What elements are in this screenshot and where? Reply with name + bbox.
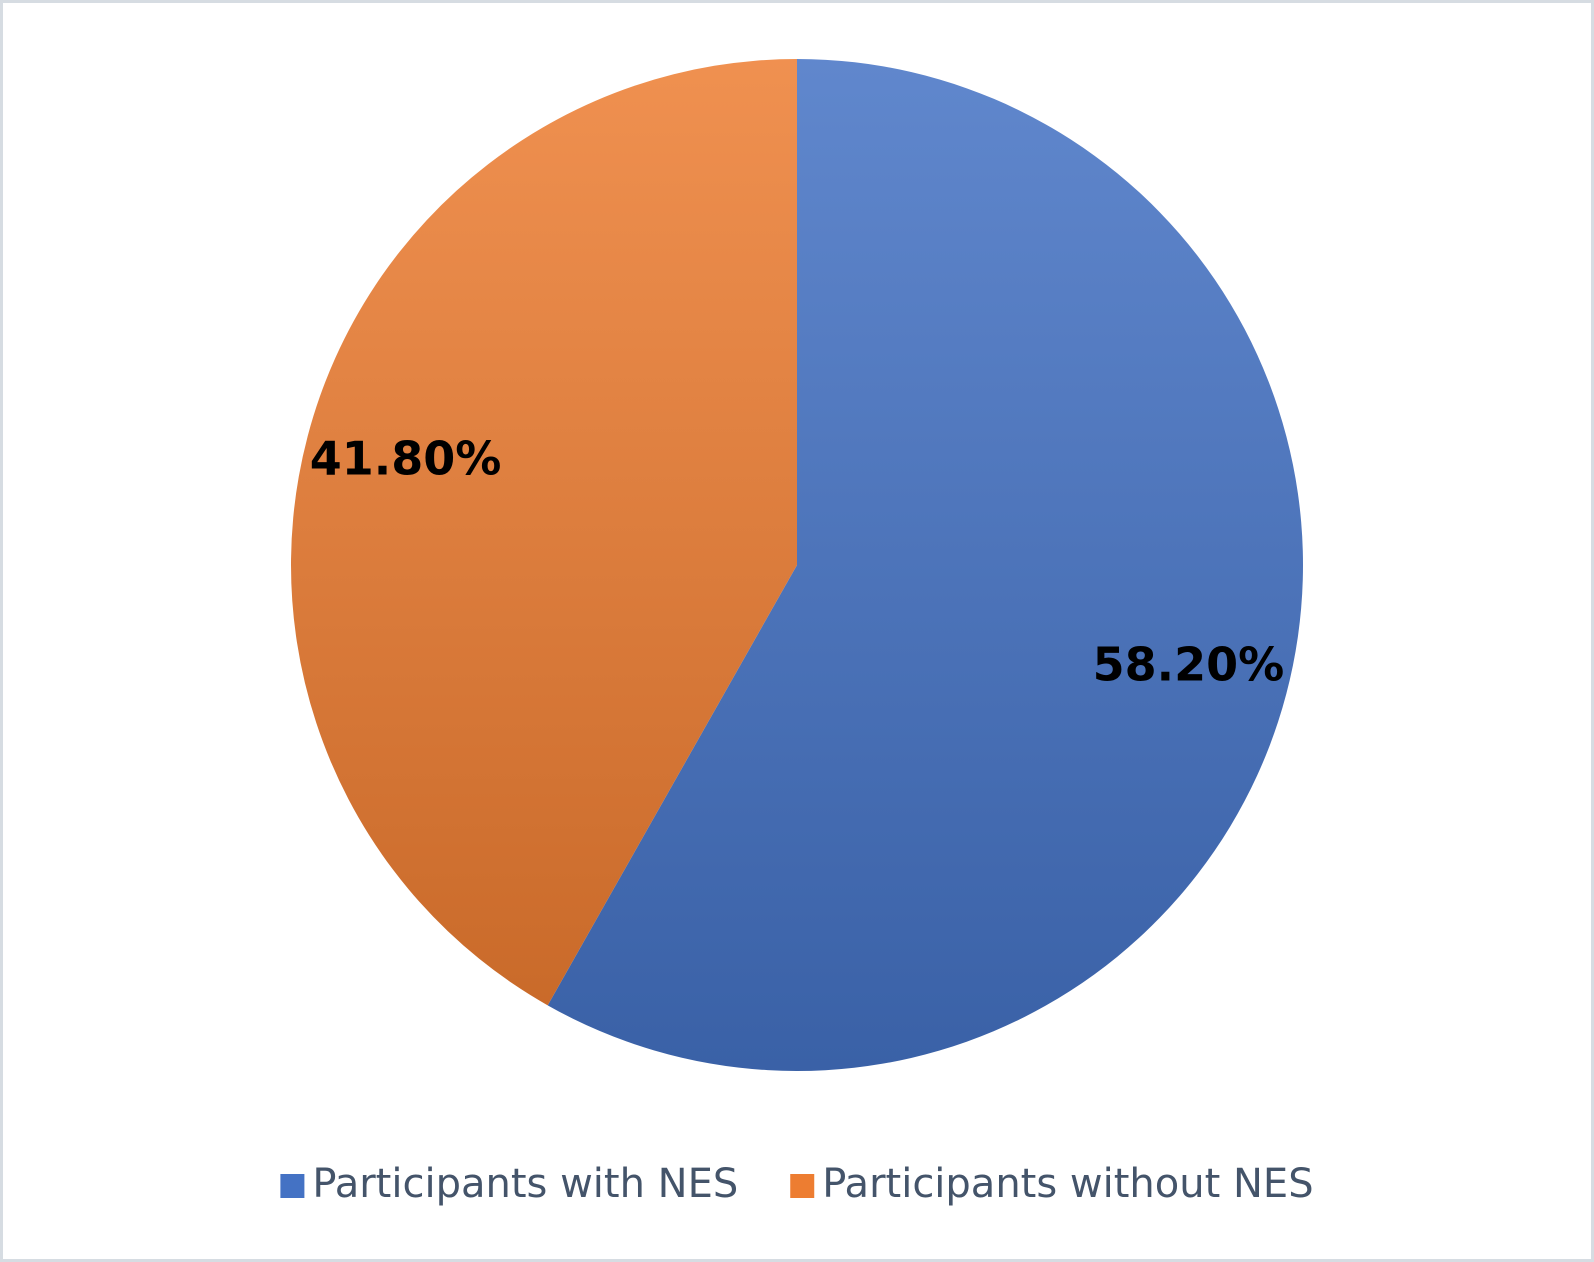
legend-swatch	[280, 1174, 305, 1198]
pie-slice	[290, 59, 797, 1006]
legend-label: Participants with NES	[312, 1161, 738, 1207]
data-label: 58.20%	[1093, 638, 1285, 692]
legend-label: Participants without NES	[822, 1161, 1313, 1207]
data-label: 41.80%	[310, 431, 502, 485]
legend-swatch	[790, 1174, 815, 1198]
pie-slice	[547, 59, 1303, 1071]
